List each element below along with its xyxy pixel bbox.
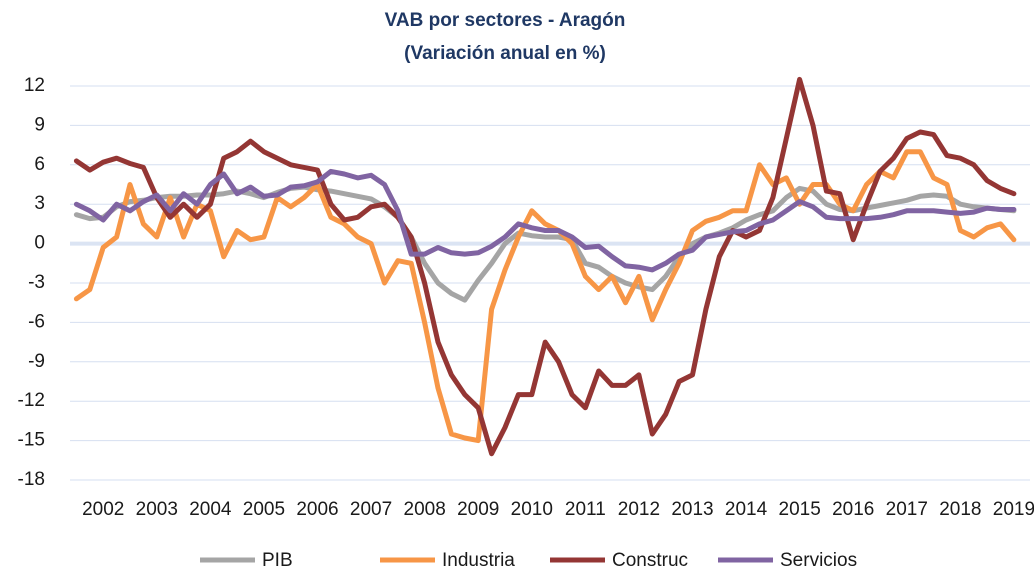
x-tick-label: 2013 bbox=[671, 499, 713, 520]
y-tick-label: 3 bbox=[34, 193, 45, 214]
y-tick-label: -3 bbox=[28, 272, 45, 293]
legend-label: Construc bbox=[612, 550, 688, 571]
x-tick-label: 2017 bbox=[886, 499, 928, 520]
series-line bbox=[73, 184, 1017, 303]
x-tick-label: 2007 bbox=[350, 499, 392, 520]
series-line bbox=[73, 149, 1017, 444]
x-tick-label: 2005 bbox=[243, 499, 285, 520]
y-tick-label: 6 bbox=[34, 154, 45, 175]
x-tick-label: 2011 bbox=[565, 499, 606, 520]
x-tick-label: 2004 bbox=[189, 499, 232, 520]
legend-label: Servicios bbox=[780, 550, 857, 571]
x-tick-label: 2019 bbox=[993, 499, 1034, 520]
chart-subtitle: (Variación anual en %) bbox=[404, 43, 606, 64]
x-tick-label: 2002 bbox=[82, 499, 124, 520]
x-tick-label: 2008 bbox=[404, 499, 446, 520]
x-tick-label: 2006 bbox=[296, 499, 338, 520]
y-tick-label: -9 bbox=[28, 351, 45, 372]
x-tick-label: 2015 bbox=[779, 499, 821, 520]
y-tick-label: -6 bbox=[28, 311, 45, 332]
x-tick-label: 2018 bbox=[939, 499, 981, 520]
y-tick-label: -15 bbox=[18, 430, 45, 451]
x-tick-label: 2016 bbox=[832, 499, 874, 520]
x-tick-label: 2010 bbox=[511, 499, 553, 520]
y-tick-label: 0 bbox=[34, 233, 45, 254]
y-tick-label: -18 bbox=[18, 469, 45, 490]
series-line bbox=[73, 76, 1017, 457]
y-tick-label: -12 bbox=[18, 390, 45, 411]
y-tick-label: 9 bbox=[34, 114, 45, 135]
chart-title: VAB por sectores - Aragón bbox=[385, 10, 626, 31]
legend-label: Industria bbox=[442, 550, 515, 571]
x-tick-label: 2009 bbox=[457, 499, 499, 520]
y-tick-label: 12 bbox=[24, 75, 45, 96]
x-tick-label: 2014 bbox=[725, 499, 768, 520]
x-tick-label: 2003 bbox=[136, 499, 178, 520]
x-tick-label: 2012 bbox=[618, 499, 660, 520]
legend-label: PIB bbox=[262, 550, 293, 571]
series-line bbox=[73, 168, 1017, 273]
